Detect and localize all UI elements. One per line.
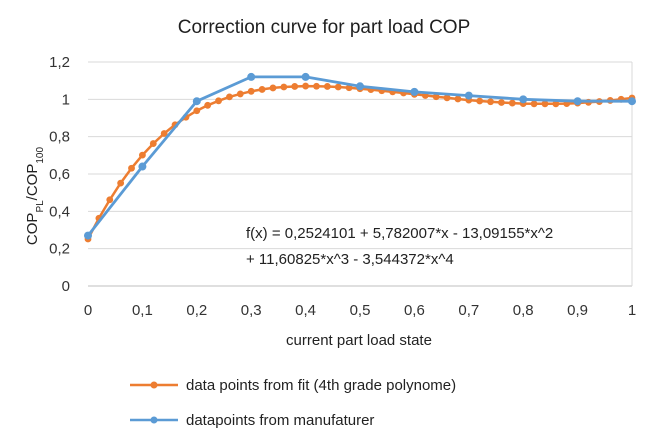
fit-data-point xyxy=(280,83,288,91)
x-tick-label: 0,3 xyxy=(241,302,262,319)
fit-data-point xyxy=(258,86,266,93)
x-tick-labels: 0 0,1 0,2 0,3 0,4 0,5 0,6 0,7 0,8 0,9 1 xyxy=(84,302,636,319)
x-tick-label: 0,1 xyxy=(132,302,153,319)
y-tick-label: 1 xyxy=(62,91,70,108)
fit-data-point xyxy=(128,164,135,172)
legend-label-fit: data points from fit (4th grade polynome… xyxy=(186,377,456,394)
fit-data-point xyxy=(269,84,277,92)
fit-data-point xyxy=(530,100,538,108)
fit-equation-line-1: f(x) = 0,2524101 + 5,782007*x - 13,09155… xyxy=(246,225,553,242)
legend-swatch-manufacturer-marker xyxy=(150,416,158,424)
manufacturer-data-point xyxy=(356,82,364,91)
y-tick-labels: 0 0,2 0,4 0,6 0,8 1 1,2 xyxy=(49,54,70,295)
fit-data-point xyxy=(291,83,299,90)
gridlines xyxy=(88,61,633,287)
fit-data-point xyxy=(498,99,505,106)
y-tick-label: 0,2 xyxy=(49,241,70,258)
x-tick-label: 0,8 xyxy=(513,302,534,319)
manufacturer-data-point xyxy=(410,87,419,96)
manufacturer-data-point xyxy=(519,95,528,104)
legend-item-fit: data points from fit (4th grade polynome… xyxy=(130,377,456,394)
fit-data-point xyxy=(443,94,451,102)
fit-data-point xyxy=(139,151,146,159)
y-axis-title: COPPL/COP100 xyxy=(24,147,46,246)
y-tick-label: 0 xyxy=(62,278,70,295)
fit-data-point xyxy=(302,82,309,90)
x-tick-label: 0,5 xyxy=(350,302,371,319)
svg-text:COPPL/COP100: COPPL/COP100 xyxy=(24,147,46,246)
fit-data-point xyxy=(215,97,222,105)
fit-data-point xyxy=(106,196,114,204)
x-tick-label: 0,2 xyxy=(186,302,207,319)
manufacturer-data-point xyxy=(138,162,147,171)
fit-data-point xyxy=(487,98,494,106)
legend-item-manufacturer: datapoints from manufaturer xyxy=(130,412,374,429)
fit-data-point xyxy=(334,83,342,91)
fit-equation-line-2: + 11,60825*x^3 - 3,544372*x^4 xyxy=(246,251,454,268)
manufacturer-data-point xyxy=(573,97,582,106)
chart-title: Correction curve for part load COP xyxy=(178,17,471,38)
fit-data-point xyxy=(226,93,233,101)
x-tick-label: 1 xyxy=(628,302,636,319)
legend-label-manufacturer: datapoints from manufaturer xyxy=(186,412,374,429)
manufacturer-data-point xyxy=(192,97,201,106)
fit-data-point xyxy=(247,87,255,95)
plot-series xyxy=(84,72,636,243)
y-tick-label: 0,8 xyxy=(49,129,70,146)
fit-data-point xyxy=(432,93,440,101)
fit-data-point xyxy=(476,97,484,105)
fit-data-point xyxy=(508,99,516,107)
x-tick-label: 0 xyxy=(84,302,92,319)
series-manufacturer xyxy=(84,72,636,240)
manufacturer-data-point xyxy=(301,72,310,81)
y-axis-title-sub-pl: PL xyxy=(35,200,46,213)
fit-data-point xyxy=(454,95,462,103)
y-axis-title-main: COP xyxy=(24,213,41,246)
x-tick-label: 0,7 xyxy=(458,302,479,319)
fit-data-point xyxy=(193,107,201,115)
manufacturer-data-point xyxy=(464,91,473,100)
fit-data-point xyxy=(149,140,157,147)
series-fit xyxy=(84,82,636,243)
x-tick-label: 0,4 xyxy=(295,302,316,319)
legend-swatch-fit-marker xyxy=(150,381,158,389)
fit-data-point xyxy=(160,130,168,137)
x-axis-title: current part load state xyxy=(286,332,432,349)
fit-data-point xyxy=(236,90,244,98)
y-axis-title-sep: /COP xyxy=(24,164,41,201)
fit-data-point xyxy=(117,179,125,187)
manufacturer-data-point xyxy=(84,231,92,240)
fit-series-line xyxy=(86,84,633,240)
y-tick-label: 0,6 xyxy=(49,166,70,183)
y-tick-label: 1,2 xyxy=(49,54,70,71)
fit-data-point xyxy=(323,83,331,90)
legend: data points from fit (4th grade polynome… xyxy=(130,377,456,429)
fit-data-point xyxy=(313,82,320,90)
manufacturer-data-point xyxy=(247,72,256,81)
y-axis-title-sub-100: 100 xyxy=(35,147,46,164)
y-tick-label: 0,4 xyxy=(49,203,70,220)
x-tick-label: 0,9 xyxy=(567,302,588,319)
manufacturer-data-point xyxy=(628,97,636,106)
fit-data-point xyxy=(204,101,212,109)
fit-data-point xyxy=(541,100,549,108)
x-tick-label: 0,6 xyxy=(404,302,425,319)
fit-data-point xyxy=(552,100,560,108)
